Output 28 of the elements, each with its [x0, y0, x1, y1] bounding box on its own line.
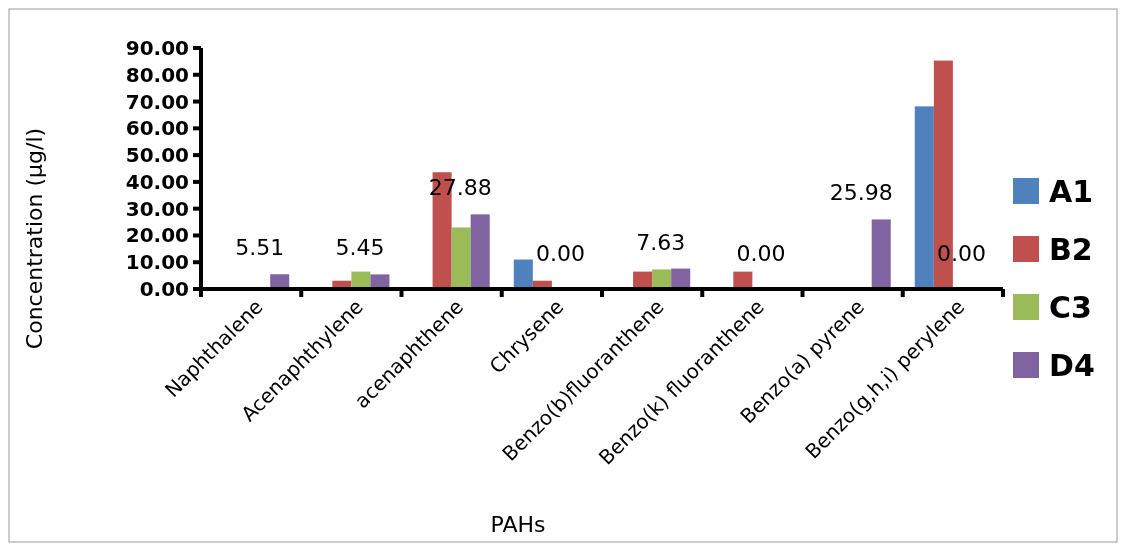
y-tick-label: 70.00 — [125, 89, 189, 114]
y-tick-label: 0.00 — [139, 277, 189, 301]
bar — [470, 214, 490, 289]
bar — [652, 269, 672, 289]
bar — [451, 227, 471, 289]
data-label: 5.51 — [235, 235, 285, 261]
y-tick-label: 30.00 — [125, 196, 189, 221]
y-tick-label: 50.00 — [125, 143, 189, 168]
data-label: 0.00 — [535, 241, 585, 266]
legend-label: A1 — [1049, 173, 1094, 209]
y-tick-label: 80.00 — [125, 62, 189, 87]
y-tick-label: 10.00 — [125, 250, 189, 275]
y-tick-label: 90.00 — [125, 36, 189, 60]
y-tick-label: 60.00 — [125, 116, 189, 141]
x-axis-title: PAHs — [490, 512, 546, 537]
y-axis-title: Concentration (µg/l) — [22, 127, 47, 350]
data-label: 5.45 — [335, 235, 385, 261]
legend-label: B2 — [1049, 231, 1093, 267]
bar — [513, 259, 533, 289]
bar — [871, 219, 891, 289]
bar — [914, 106, 934, 289]
data-label: 7.63 — [636, 229, 686, 255]
y-tick-label: 40.00 — [125, 169, 189, 194]
legend-label: C3 — [1049, 289, 1092, 325]
data-label: 25.98 — [829, 180, 893, 206]
legend-label: D4 — [1049, 347, 1095, 383]
y-tick-label: 20.00 — [125, 223, 189, 248]
data-label: 0.00 — [736, 241, 786, 266]
